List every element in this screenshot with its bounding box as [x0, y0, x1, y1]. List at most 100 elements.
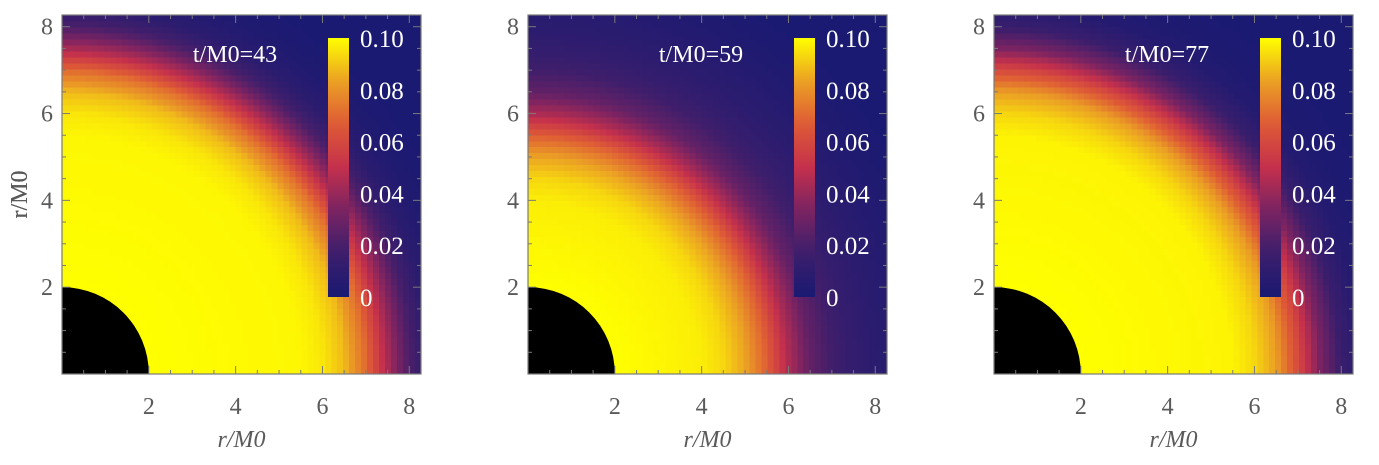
- heatmap-cell: [139, 278, 147, 285]
- heatmap-cell: [379, 116, 386, 124]
- heatmap-cell: [361, 224, 368, 231]
- heatmap-cell: [641, 362, 649, 369]
- heatmap-cell: [313, 134, 320, 142]
- heatmap-cell: [187, 110, 195, 118]
- heatmap-cell: [181, 32, 189, 40]
- heatmap-cell: [133, 152, 141, 160]
- heatmap-cell: [611, 32, 619, 40]
- heatmap-cell: [295, 272, 302, 279]
- heatmap-cell: [539, 92, 547, 100]
- heatmap-cell: [647, 32, 655, 40]
- heatmap-cell: [277, 314, 284, 321]
- heatmap-cell: [397, 110, 404, 118]
- heatmap-cell: [415, 212, 422, 220]
- heatmap-cell: [139, 248, 147, 255]
- heatmap-cell: [211, 62, 219, 70]
- heatmap-cell: [229, 32, 237, 40]
- heatmap-cell: [379, 92, 386, 100]
- heatmap-cell: [259, 236, 267, 243]
- heatmap-cell: [91, 164, 99, 172]
- heatmap-cell: [199, 188, 207, 196]
- heatmap-cell: [557, 236, 565, 243]
- heatmap-cell: [539, 188, 547, 196]
- heatmap-cell: [73, 44, 81, 52]
- heatmap-cell: [397, 86, 404, 94]
- heatmap-cell: [193, 272, 201, 279]
- heatmap-cell: [397, 104, 404, 112]
- heatmap-cell: [569, 230, 577, 237]
- heatmap-cell: [139, 38, 147, 46]
- heatmap-cell: [343, 362, 350, 369]
- heatmap-cell: [97, 152, 105, 160]
- heatmap-cell: [539, 86, 547, 94]
- heatmap-cell: [641, 332, 649, 339]
- heatmap-cell: [349, 188, 356, 196]
- heatmap-cell: [641, 74, 649, 82]
- heatmap-cell: [617, 26, 625, 34]
- heatmap-cell: [199, 356, 207, 363]
- heatmap-cell: [397, 128, 404, 136]
- heatmap-cell: [151, 158, 159, 166]
- heatmap-cell: [391, 38, 398, 46]
- heatmap-cell: [235, 116, 243, 124]
- heatmap-cell: [647, 248, 655, 255]
- heatmap-cell: [259, 15, 267, 22]
- heatmap-cell: [569, 92, 577, 100]
- heatmap-cell: [629, 104, 637, 112]
- heatmap-cell: [295, 140, 302, 148]
- heatmap-cell: [91, 116, 99, 124]
- heatmap-cell: [653, 248, 661, 255]
- heatmap-cell: [355, 110, 362, 118]
- heatmap-cell: [361, 134, 368, 142]
- heatmap-cell: [337, 338, 344, 345]
- heatmap-cell: [545, 26, 553, 34]
- heatmap-cell: [617, 224, 625, 231]
- heatmap-cell: [169, 122, 177, 130]
- heatmap-cell: [133, 92, 141, 100]
- heatmap-cell: [235, 332, 243, 339]
- heatmap-cell: [587, 38, 595, 46]
- heatmap-cell: [235, 80, 243, 88]
- heatmap-cell: [617, 152, 625, 160]
- heatmap-cell: [533, 62, 541, 70]
- heatmap-cell: [103, 164, 111, 172]
- heatmap-cell: [163, 68, 171, 76]
- heatmap-cell: [85, 15, 93, 22]
- heatmap-cell: [653, 128, 661, 136]
- heatmap-cell: [343, 302, 350, 309]
- heatmap-cell: [367, 290, 374, 297]
- heatmap-cell: [217, 26, 225, 34]
- heatmap-cell: [415, 188, 422, 196]
- heatmap-cell: [259, 20, 267, 28]
- heatmap-cell: [103, 38, 111, 46]
- heatmap-cell: [599, 230, 607, 237]
- heatmap-cell: [253, 266, 261, 273]
- heatmap-cell: [85, 236, 93, 243]
- heatmap-cell: [91, 170, 99, 178]
- heatmap-cell: [623, 284, 631, 291]
- y-tick-label: 4: [41, 188, 53, 214]
- heatmap-cell: [319, 26, 326, 34]
- heatmap-cell: [193, 128, 201, 136]
- heatmap-cell: [611, 200, 619, 208]
- heatmap-cell: [97, 272, 105, 279]
- heatmap-cell: [283, 86, 290, 94]
- heatmap-cell: [67, 110, 75, 118]
- heatmap-cell: [271, 170, 278, 178]
- heatmap-cell: [617, 338, 625, 345]
- heatmap-cell: [539, 44, 547, 52]
- heatmap-cell: [151, 128, 159, 136]
- heatmap-cell: [409, 230, 416, 237]
- heatmap-cell: [85, 182, 93, 190]
- heatmap-cell: [367, 260, 374, 267]
- heatmap-cell: [551, 86, 559, 94]
- heatmap-cell: [379, 74, 386, 82]
- heatmap-cell: [169, 56, 177, 64]
- heatmap-cell: [271, 32, 278, 40]
- heatmap-cell: [349, 56, 356, 64]
- heatmap-cell: [181, 230, 189, 237]
- heatmap-cell: [587, 284, 595, 291]
- heatmap-cell: [367, 134, 374, 142]
- heatmap-cell: [635, 248, 643, 255]
- heatmap-cell: [569, 158, 577, 166]
